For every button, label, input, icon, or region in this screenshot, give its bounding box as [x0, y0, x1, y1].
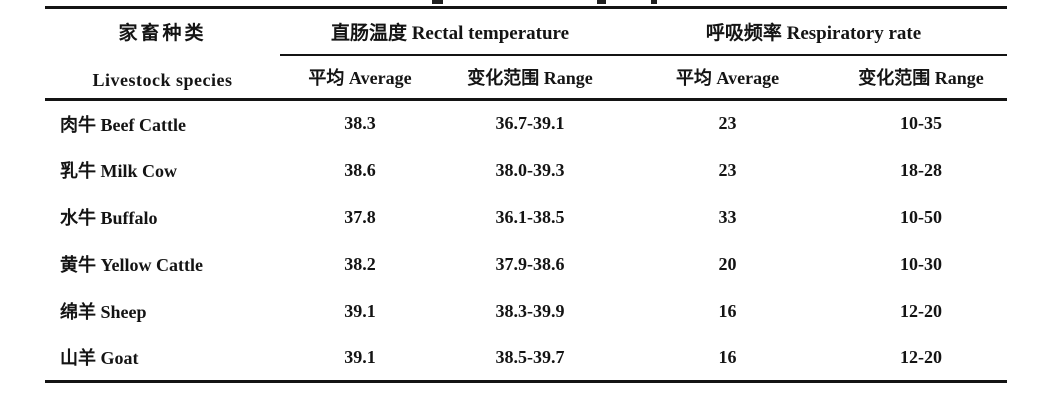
cell-rectal-range: 38.3-39.9 [495, 300, 565, 321]
cell-rectal-average: 38.3 [344, 113, 376, 134]
cell-respiratory-average: 33 [718, 206, 737, 227]
cell-rectal-average: 38.6 [344, 159, 376, 180]
col-header-species-zh: 家畜种类 [118, 22, 207, 44]
sub-header-rectal-range: 变化范围 Range [467, 67, 593, 88]
livestock-vitals-table: 家畜种类 Livestock species 直肠温度 Rectal tempe… [45, 6, 1008, 383]
cell-species: 黄牛 Yellow Cattle [60, 255, 203, 275]
table-row: 绵羊 Sheep 39.1 38.3-39.9 16 12-20 [45, 288, 1007, 335]
cell-rectal-range: 38.5-39.7 [495, 346, 565, 367]
cell-rectal-range: 36.7-39.1 [495, 113, 565, 134]
cell-respiratory-range: 10-30 [900, 253, 943, 274]
col-header-species-en: Livestock species [92, 69, 233, 90]
cell-rectal-range: 36.1-38.5 [495, 206, 565, 227]
table-row: 肉牛 Beef Cattle 38.3 36.7-39.1 23 10-35 [45, 100, 1007, 147]
table-row: 水牛 Buffalo 37.8 36.1-38.5 33 10-50 [45, 194, 1007, 241]
cell-respiratory-range: 18-28 [900, 159, 943, 180]
cell-species: 乳牛 Milk Cow [60, 161, 177, 181]
title-fragment [651, 0, 657, 4]
group-header-respiratory-rate: 呼吸频率 Respiratory rate [620, 7, 1008, 56]
cell-respiratory-range: 10-50 [900, 206, 943, 227]
table-row: 山羊 Goat 39.1 38.5-39.7 16 12-20 [45, 335, 1007, 382]
cell-respiratory-average: 23 [718, 113, 737, 134]
cell-species: 水牛 Buffalo [60, 208, 158, 228]
sub-header-respiratory-range: 变化范围 Range [858, 67, 984, 88]
title-fragment [432, 0, 443, 4]
table-row: 乳牛 Milk Cow 38.6 38.0-39.3 23 18-28 [45, 147, 1007, 194]
cell-rectal-average: 39.1 [344, 346, 376, 367]
sub-header-respiratory-average: 平均 Average [675, 67, 780, 88]
table-row: 黄牛 Yellow Cattle 38.2 37.9-38.6 20 10-30 [45, 241, 1007, 288]
cell-species: 山羊 Goat [60, 348, 139, 369]
cell-respiratory-average: 20 [718, 253, 737, 274]
title-fragment [597, 0, 606, 4]
cell-rectal-average: 39.1 [344, 300, 376, 321]
sub-header-rectal-average: 平均 Average [308, 67, 412, 88]
cell-respiratory-range: 10-35 [900, 113, 943, 134]
cell-respiratory-average: 16 [718, 300, 737, 321]
col-header-livestock-species: 家畜种类 Livestock species [45, 8, 280, 100]
cell-respiratory-range: 12-20 [900, 346, 943, 367]
cell-rectal-average: 38.2 [344, 253, 376, 274]
cell-species: 绵羊 Sheep [60, 302, 147, 322]
cell-respiratory-average: 16 [718, 346, 737, 367]
cell-rectal-range: 38.0-39.3 [495, 159, 565, 180]
cell-respiratory-average: 23 [718, 159, 737, 180]
cell-species: 肉牛 Beef Cattle [60, 114, 186, 135]
cell-rectal-average: 37.8 [344, 206, 376, 227]
group-header-rectal-temperature: 直肠温度 Rectal temperature [280, 7, 621, 56]
cell-respiratory-range: 12-20 [900, 300, 943, 321]
cell-rectal-range: 37.9-38.6 [495, 253, 565, 274]
